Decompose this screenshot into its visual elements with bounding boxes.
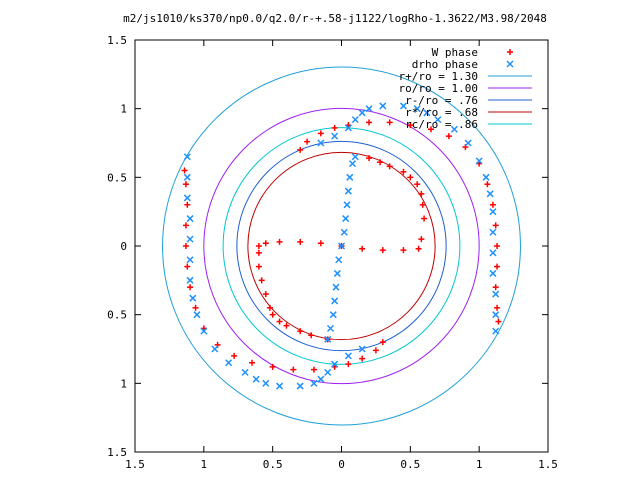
data-point [506,60,514,68]
x-tick-label: 1.5 [538,458,558,471]
data-point [464,139,472,147]
x-tick-label: 0.5 [263,458,283,471]
data-point [342,215,350,223]
legend-label: r+/ro = 1.30 [399,70,478,83]
x-tick-label: 0 [338,458,345,471]
data-point [348,160,357,168]
x-tick-label: 0.5 [400,458,420,471]
circle-series [222,127,461,365]
data-point [276,382,284,390]
data-point [324,368,332,376]
legend-label: W phase [432,46,478,59]
data-point [489,249,497,257]
data-point [344,352,352,360]
legend-label: rc/ro = .86 [405,118,478,131]
legend-label: r-/ro = .76 [405,94,478,107]
data-point [475,157,483,165]
data-point [413,105,421,113]
y-tick-label: 1 [120,377,127,390]
data-point [335,256,343,264]
data-point [492,290,500,298]
data-point [186,256,194,264]
data-point [340,228,348,236]
data-point [193,311,201,319]
data-point [492,327,500,335]
x-tick-label: 1 [201,458,208,471]
circle-series [247,151,436,341]
data-point [343,201,351,209]
data-point [344,124,352,132]
data-point [317,375,325,383]
y-tick-label: 1 [120,103,127,116]
data-point [186,215,194,223]
legend-label: ro/ro = 1.00 [399,82,478,95]
data-point [489,269,497,277]
circle-series [236,140,447,352]
y-tick-label: 1.5 [107,34,127,47]
data-point [434,116,442,124]
data-point [365,105,373,113]
data-point [183,173,191,181]
y-tick-label: 0.5 [107,171,127,184]
chart-title: m2/js1010/ks370/np0.0/q2.0/r-+.58-j1122/… [123,12,547,25]
data-point [331,360,339,368]
data-point [296,382,304,390]
data-point [482,173,490,181]
data-point [317,139,325,147]
x-tick-label: 1 [476,458,483,471]
data-point [489,228,497,236]
data-point [186,276,194,284]
data-point [211,345,219,353]
data-point [358,109,366,117]
data-point [399,102,407,110]
data-point [346,173,354,181]
data-point [333,269,341,277]
data-point [331,132,339,140]
circle-series [203,107,480,385]
data-point [189,294,197,302]
data-point [486,190,494,198]
data-point [351,153,359,161]
data-point [310,379,318,387]
data-point [337,242,346,250]
data-point [332,283,340,291]
data-point [200,327,208,335]
data-point [183,153,191,161]
data-point [324,335,332,343]
data-point [326,324,335,332]
legend-label: drho phase [412,58,478,71]
data-point [186,235,194,243]
data-point [450,125,458,133]
data-point [492,311,500,319]
circle-series [162,66,521,426]
data-point [329,311,337,319]
data-point [262,379,270,387]
data-point [225,359,233,367]
data-point [252,375,260,383]
data-point [351,116,359,124]
data-point [489,208,497,216]
data-point [344,187,352,195]
x-tick-label: 1.5 [125,458,145,471]
y-tick-label: 0 [120,240,127,253]
data-point [331,297,339,305]
y-tick-label: 1.5 [107,446,127,459]
data-point [183,194,191,202]
data-point [358,345,366,353]
data-point [423,109,431,117]
y-tick-label: 0.5 [107,309,127,322]
data-point [379,102,387,110]
legend-label: r*/ro = .68 [405,106,478,119]
data-point [241,368,249,376]
